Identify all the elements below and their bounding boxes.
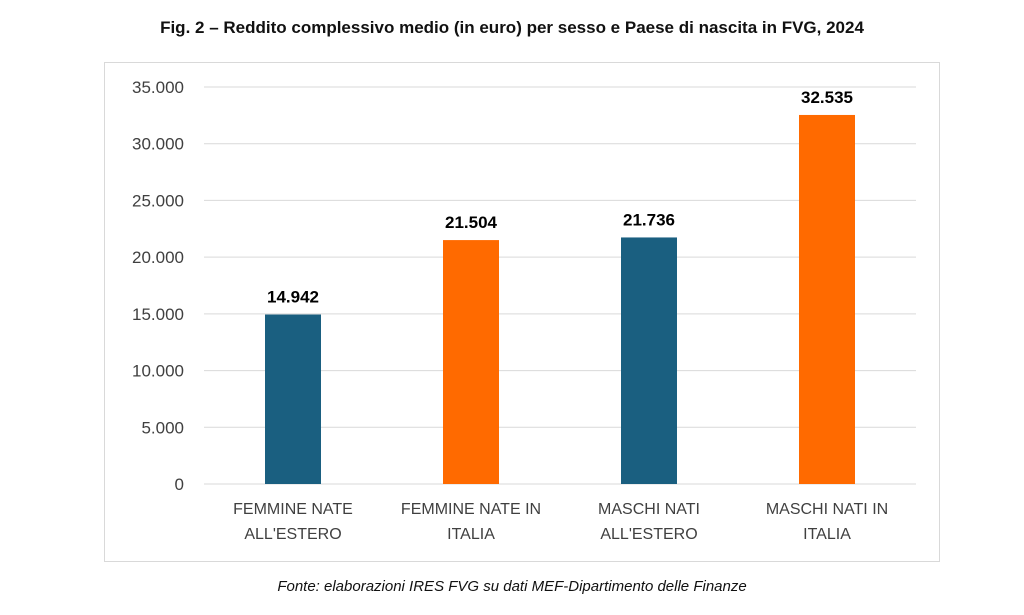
x-category-label: FEMMINE NATE <box>233 501 353 518</box>
bar-data-label: 14.942 <box>267 288 319 307</box>
y-tick-label: 10.000 <box>132 362 184 381</box>
y-tick-label: 15.000 <box>132 305 184 324</box>
bar <box>621 237 677 484</box>
bar-data-label: 32.535 <box>801 88 853 107</box>
x-category-label: ITALIA <box>803 526 851 543</box>
bar-data-label: 21.736 <box>623 210 675 229</box>
y-tick-label: 0 <box>175 475 184 494</box>
chart-frame <box>104 62 940 562</box>
y-tick-label: 35.000 <box>132 78 184 97</box>
y-tick-label: 25.000 <box>132 191 184 210</box>
chart-title: Fig. 2 – Reddito complessivo medio (in e… <box>160 18 864 37</box>
bar <box>799 114 855 484</box>
chart-source-note: Fonte: elaborazioni IRES FVG su dati MEF… <box>277 578 747 595</box>
x-category-label: ALL'ESTERO <box>600 526 697 543</box>
x-category-label: ALL'ESTERO <box>244 526 341 543</box>
x-category-label: FEMMINE NATE IN <box>401 501 541 518</box>
y-tick-label: 20.000 <box>132 248 184 267</box>
x-category-label: MASCHI NATI IN <box>766 501 888 518</box>
x-category-label: MASCHI NATI <box>598 501 700 518</box>
bar-data-label: 21.504 <box>445 213 498 232</box>
y-tick-label: 5.000 <box>141 418 184 437</box>
x-category-label: ITALIA <box>447 526 495 543</box>
bar <box>443 240 499 484</box>
bar <box>265 314 321 484</box>
y-tick-label: 30.000 <box>132 135 184 154</box>
bar-chart: 0 5.000 10.000 15.000 20.000 25.000 30.000 35.0… <box>132 78 916 543</box>
